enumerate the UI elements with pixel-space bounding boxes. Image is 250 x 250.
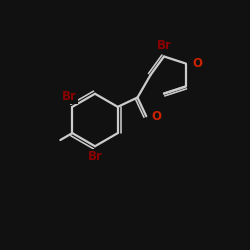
Text: Br: Br [156, 39, 172, 52]
Text: O: O [152, 110, 162, 123]
Text: Br: Br [88, 150, 102, 163]
Text: Br: Br [62, 90, 77, 103]
Text: O: O [192, 57, 202, 70]
